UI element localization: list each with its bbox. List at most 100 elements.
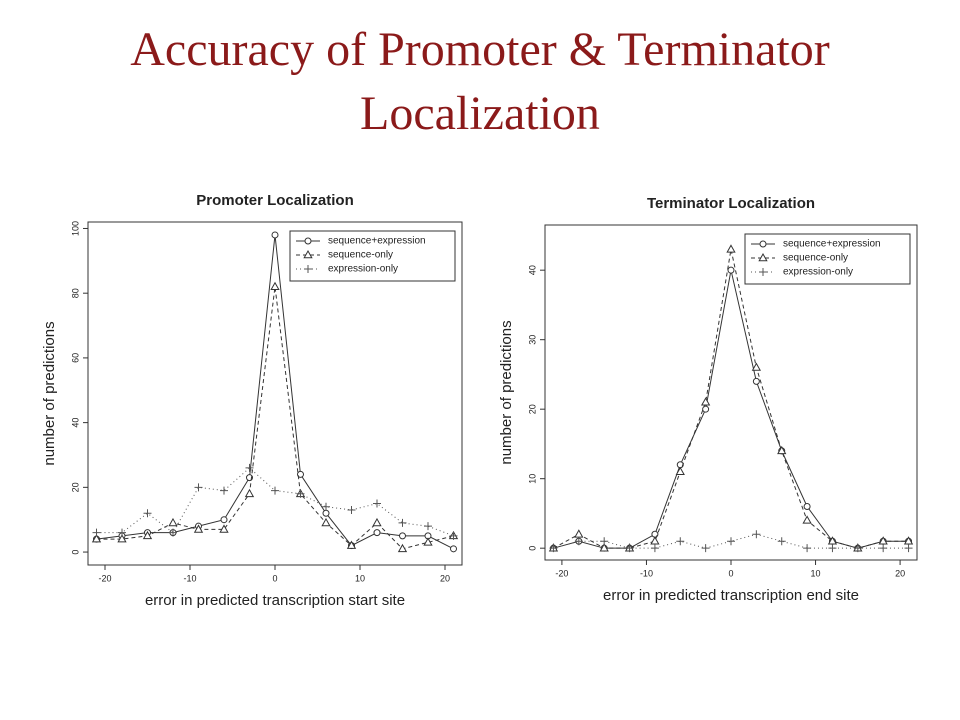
marker <box>726 244 736 253</box>
marker <box>245 463 254 472</box>
marker <box>758 252 768 262</box>
y-tick-label: 60 <box>70 353 80 363</box>
x-tick-label: -10 <box>183 573 196 583</box>
series-line <box>553 249 909 549</box>
marker <box>878 536 888 545</box>
y-tick-label: 100 <box>70 221 80 236</box>
marker <box>346 540 357 549</box>
x-tick-label: 10 <box>811 568 821 578</box>
marker <box>650 544 659 553</box>
x-tick-label: 20 <box>895 568 905 578</box>
marker <box>759 240 767 248</box>
marker <box>303 249 313 259</box>
marker <box>399 532 406 540</box>
marker <box>271 231 279 239</box>
y-tick-label: 20 <box>527 404 537 414</box>
y-tick-label: 40 <box>527 265 537 275</box>
legend-label: expression-only <box>783 267 853 278</box>
marker <box>574 537 583 546</box>
marker <box>676 537 685 546</box>
x-tick-label: 0 <box>272 573 277 583</box>
x-axis-label: error in predicted transcription end sit… <box>603 587 859 604</box>
series-line <box>553 533 909 549</box>
legend-label: expression-only <box>328 264 398 275</box>
marker <box>219 524 229 533</box>
marker <box>142 530 153 540</box>
legend-label: sequence+expression <box>783 239 881 250</box>
marker <box>449 531 458 540</box>
marker <box>322 502 330 511</box>
marker <box>904 544 913 553</box>
x-tick-label: 0 <box>728 568 733 578</box>
marker <box>759 268 767 276</box>
marker <box>91 534 102 543</box>
x-tick-label: -20 <box>98 573 111 583</box>
marker <box>727 266 735 274</box>
marker <box>751 362 762 371</box>
marker <box>549 544 558 553</box>
chart-title: Terminator Localization <box>647 195 815 212</box>
marker <box>347 505 356 514</box>
marker <box>599 543 609 552</box>
marker <box>701 544 710 553</box>
marker <box>271 486 279 495</box>
series-line <box>96 286 454 550</box>
marker <box>752 530 761 539</box>
marker <box>424 522 432 531</box>
y-axis-label: number of predictions <box>498 320 515 464</box>
marker <box>752 377 760 385</box>
marker <box>220 486 228 495</box>
chart-title: Promoter Localization <box>196 192 354 209</box>
x-tick-label: -10 <box>640 568 653 578</box>
marker <box>802 515 812 524</box>
y-tick-label: 30 <box>527 335 537 345</box>
marker <box>321 517 331 527</box>
marker <box>675 466 685 476</box>
marker <box>270 281 280 291</box>
marker <box>372 517 382 527</box>
marker <box>143 509 152 518</box>
marker <box>220 516 228 524</box>
marker <box>625 544 634 553</box>
marker <box>803 502 811 510</box>
slide-title: Accuracy of Promoter & Terminator Locali… <box>130 23 830 140</box>
marker <box>574 529 584 538</box>
y-tick-label: 0 <box>527 546 537 551</box>
marker <box>702 405 710 413</box>
legend-label: sequence-only <box>328 250 393 261</box>
y-tick-label: 10 <box>527 474 537 484</box>
legend-label: sequence+expression <box>328 236 426 247</box>
y-tick-label: 40 <box>70 418 80 428</box>
marker <box>244 488 255 498</box>
marker <box>322 509 330 517</box>
marker <box>777 445 787 455</box>
marker <box>600 537 609 546</box>
x-tick-label: -20 <box>555 568 568 578</box>
legend-box <box>289 230 456 282</box>
marker <box>193 524 204 533</box>
marker <box>803 544 812 553</box>
marker <box>373 529 381 537</box>
marker <box>650 536 660 545</box>
marker <box>827 536 838 545</box>
marker <box>397 543 408 553</box>
marker <box>117 534 127 543</box>
marker <box>398 518 407 527</box>
marker <box>879 544 888 553</box>
x-tick-label: 10 <box>355 573 365 583</box>
marker <box>194 483 203 492</box>
marker <box>727 537 735 546</box>
marker <box>903 536 914 545</box>
marker <box>118 528 126 537</box>
marker <box>92 528 101 537</box>
marker <box>853 544 862 553</box>
legend-box <box>744 233 911 285</box>
marker <box>304 237 312 245</box>
marker <box>700 397 711 406</box>
marker <box>450 545 457 553</box>
y-axis-label: number of predictions <box>41 321 58 465</box>
series-line <box>553 270 909 549</box>
x-tick-label: 20 <box>440 573 450 583</box>
